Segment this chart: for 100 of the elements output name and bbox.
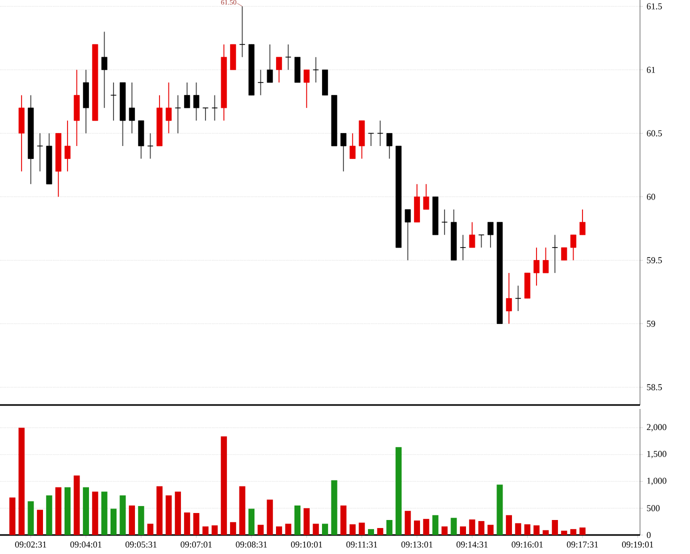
candlestick bbox=[561, 247, 568, 261]
bar bbox=[442, 526, 448, 535]
x-tick-label: 09:16:01 bbox=[512, 542, 543, 548]
bar bbox=[18, 428, 25, 535]
bar bbox=[358, 522, 365, 535]
bar bbox=[396, 447, 402, 535]
y-tick-label: 2,000 bbox=[646, 424, 666, 432]
bar bbox=[478, 521, 484, 535]
x-tick-label: 09:05:31 bbox=[126, 542, 157, 548]
candlestick bbox=[340, 132, 346, 172]
bar bbox=[276, 526, 282, 535]
candlestick bbox=[212, 94, 218, 122]
x-tick-label: 09:13:01 bbox=[401, 542, 432, 548]
bar bbox=[579, 527, 586, 535]
bar bbox=[166, 495, 172, 535]
x-tick-label: 09:04:01 bbox=[70, 542, 102, 548]
candlestick bbox=[386, 132, 392, 160]
y-tick-label: 61.5 bbox=[646, 3, 662, 10]
x-tick-label: 09:10:01 bbox=[291, 542, 322, 548]
candlestick bbox=[478, 234, 485, 248]
x-tick-label: 09:11:31 bbox=[346, 542, 378, 548]
bar bbox=[138, 506, 144, 535]
bar bbox=[101, 492, 108, 535]
bar bbox=[552, 520, 558, 535]
bar bbox=[377, 528, 384, 535]
bar bbox=[340, 506, 346, 535]
bar bbox=[469, 519, 476, 535]
candlestick bbox=[147, 132, 154, 160]
bar bbox=[239, 486, 246, 535]
candlestick bbox=[404, 209, 411, 261]
bar bbox=[220, 436, 227, 535]
candlestick bbox=[239, 6, 246, 58]
bar bbox=[128, 506, 135, 535]
candlestick bbox=[276, 56, 282, 83]
bar bbox=[285, 524, 292, 535]
y-tick-label: 61 bbox=[646, 66, 655, 73]
bar bbox=[64, 487, 71, 535]
bar bbox=[193, 513, 200, 535]
bar bbox=[74, 475, 80, 535]
bar bbox=[82, 487, 89, 535]
candlestick bbox=[285, 44, 292, 70]
x-tick-label: 09:19:01 bbox=[622, 542, 654, 548]
bar bbox=[184, 512, 190, 535]
bar bbox=[432, 515, 438, 535]
y-tick-label: 0 bbox=[646, 532, 651, 538]
candlestick bbox=[36, 132, 44, 172]
candlestick bbox=[193, 82, 200, 122]
bar bbox=[350, 524, 356, 535]
candlestick bbox=[552, 234, 558, 274]
bar bbox=[414, 520, 420, 535]
candlestick bbox=[514, 285, 522, 312]
candlestick bbox=[101, 31, 108, 108]
bar bbox=[266, 500, 273, 535]
bar bbox=[9, 497, 16, 535]
bar bbox=[92, 492, 98, 535]
x-tick-label: 09:17:31 bbox=[566, 542, 598, 548]
bar bbox=[36, 510, 44, 535]
bar bbox=[368, 529, 374, 535]
bar bbox=[488, 524, 494, 535]
candlestick bbox=[350, 132, 356, 160]
y-tick-label: 60 bbox=[646, 194, 656, 200]
bar bbox=[322, 524, 328, 535]
y-tick-label: 59.5 bbox=[647, 257, 662, 264]
bar bbox=[423, 518, 430, 535]
y-tick-label: 1,000 bbox=[647, 478, 666, 486]
bar bbox=[561, 530, 568, 535]
candlestick bbox=[534, 247, 540, 286]
bar bbox=[524, 524, 530, 535]
bar bbox=[386, 520, 392, 535]
bar bbox=[174, 492, 181, 535]
candlestick bbox=[258, 69, 264, 96]
bar bbox=[294, 506, 300, 535]
y-tick-label: 60.5 bbox=[646, 130, 662, 136]
x-tick-label: 09:14:31 bbox=[456, 542, 488, 548]
bar bbox=[304, 508, 310, 535]
candlestick bbox=[128, 82, 135, 134]
bar bbox=[120, 495, 126, 535]
candlestick bbox=[202, 107, 209, 122]
bar bbox=[496, 484, 503, 535]
candlestick bbox=[64, 120, 71, 172]
bar bbox=[460, 526, 466, 535]
bar bbox=[404, 510, 411, 535]
candlestick bbox=[423, 184, 430, 210]
x-tick-label: 09:07:01 bbox=[180, 542, 212, 548]
candlestick bbox=[488, 222, 494, 248]
bar bbox=[212, 525, 218, 535]
bar bbox=[156, 486, 163, 535]
candlestick bbox=[580, 209, 586, 236]
bar bbox=[515, 523, 522, 535]
bar bbox=[147, 524, 154, 535]
bar bbox=[230, 522, 236, 535]
x-tick-label: 09:02:31 bbox=[15, 542, 46, 548]
bar bbox=[533, 525, 540, 535]
bar bbox=[28, 501, 34, 535]
bar bbox=[258, 524, 264, 535]
candlestick bbox=[184, 82, 190, 108]
bar bbox=[506, 515, 512, 535]
bar bbox=[248, 508, 254, 535]
y-tick-label: 500 bbox=[647, 505, 660, 512]
candlestick bbox=[542, 247, 549, 274]
